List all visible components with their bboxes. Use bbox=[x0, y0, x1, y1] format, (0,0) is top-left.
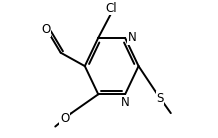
Text: O: O bbox=[41, 23, 51, 36]
Text: O: O bbox=[60, 112, 69, 125]
Text: S: S bbox=[156, 92, 164, 105]
Text: N: N bbox=[121, 96, 129, 109]
Text: Cl: Cl bbox=[106, 2, 118, 15]
Text: N: N bbox=[128, 31, 136, 44]
